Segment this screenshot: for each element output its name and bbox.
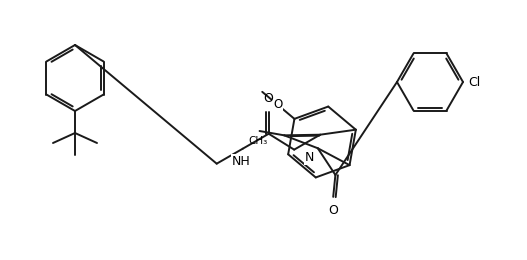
Text: Cl: Cl [468, 75, 480, 88]
Text: O: O [328, 204, 338, 217]
Text: CH₃: CH₃ [248, 136, 267, 146]
Text: N: N [305, 151, 314, 164]
Text: O: O [263, 92, 272, 105]
Text: O: O [273, 98, 282, 111]
Text: NH: NH [231, 155, 250, 168]
